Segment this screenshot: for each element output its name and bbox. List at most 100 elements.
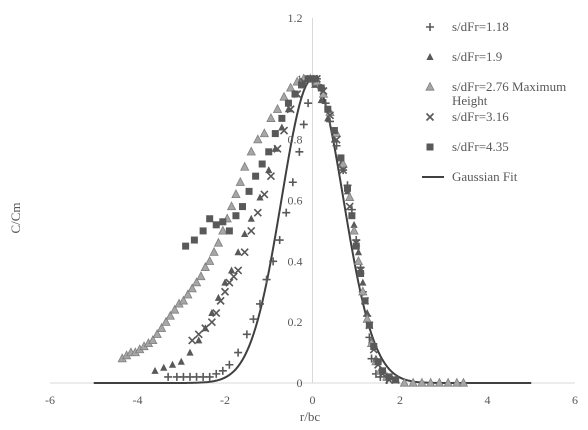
data-point (345, 192, 355, 202)
data-point (317, 96, 325, 104)
data-point (247, 226, 256, 235)
data-point (253, 134, 263, 144)
data-point (285, 82, 296, 92)
data-point (253, 208, 262, 217)
series-1 (164, 74, 391, 384)
series-3 (117, 73, 469, 387)
legend-label: s/dFr=1.9 (452, 49, 502, 64)
data-point (152, 328, 162, 338)
data-point (232, 212, 240, 220)
data-point (259, 128, 270, 138)
x-tick-label: 2 (397, 393, 403, 407)
data-point (209, 246, 219, 256)
data-point (374, 358, 382, 366)
legend: s/dFr=1.18 s/dFr=1.9 s/dFr=2.76 Maximum Hei… (422, 19, 566, 184)
data-point (218, 225, 228, 235)
data-point (178, 295, 189, 305)
y-tick-label: 0.4 (288, 254, 303, 268)
data-point (304, 75, 312, 83)
data-point (298, 81, 306, 89)
markers (117, 73, 469, 387)
data-point (201, 324, 210, 333)
data-point (352, 242, 360, 250)
data-point (187, 283, 197, 293)
x-tick-label: 4 (485, 393, 491, 407)
data-point (219, 218, 227, 226)
data-point (332, 135, 341, 144)
x-tick-label: -4 (133, 393, 143, 407)
data-point (225, 278, 234, 287)
data-point (186, 348, 194, 356)
data-point (205, 255, 215, 265)
data-point (208, 309, 216, 317)
data-point (363, 309, 371, 317)
data-point (295, 147, 304, 156)
data-point (226, 201, 237, 211)
data-point (212, 221, 220, 229)
data-point (262, 275, 271, 284)
data-point (246, 146, 256, 156)
data-point (359, 278, 367, 286)
data-point (235, 176, 245, 186)
data-point (161, 316, 171, 326)
y-tick-label: 1 (297, 72, 303, 86)
data-point (225, 227, 233, 235)
y-tick-label: 0.2 (288, 315, 303, 329)
data-point (195, 336, 203, 344)
data-point (156, 322, 167, 332)
data-point (256, 193, 264, 201)
data-point (240, 248, 249, 257)
data-point (434, 377, 445, 387)
data-point (234, 348, 243, 357)
data-point (260, 190, 269, 199)
data-point (339, 166, 348, 175)
legend-swatch (426, 53, 434, 60)
data-point (279, 126, 289, 135)
x-tick-label: 6 (572, 393, 578, 407)
data-point (165, 310, 175, 320)
data-point (278, 123, 286, 131)
data-point (212, 369, 221, 378)
data-point (417, 377, 427, 387)
data-point (357, 270, 365, 277)
data-point (278, 114, 286, 122)
data-point (229, 272, 238, 281)
x-axis-label: r/bc (300, 409, 320, 424)
data-point (275, 236, 284, 245)
data-point (252, 172, 260, 180)
data-point (212, 308, 221, 318)
data-point (218, 366, 227, 375)
data-point (271, 130, 279, 138)
data-point (242, 330, 251, 339)
data-point (220, 287, 230, 296)
data-point (311, 75, 319, 83)
x-tick-label: 0 (310, 393, 316, 407)
data-point (182, 242, 190, 250)
data-point (234, 266, 243, 275)
data-point (269, 257, 278, 266)
data-point (370, 343, 378, 350)
data-point (344, 184, 351, 192)
data-point (272, 103, 283, 113)
data-point (206, 215, 214, 223)
y-tick-label: 0 (297, 376, 303, 390)
data-point (196, 271, 206, 281)
data-point (194, 330, 203, 339)
data-point (266, 113, 276, 122)
y-axis-label: C/Cm (8, 202, 23, 233)
data-point (256, 299, 264, 308)
data-point (239, 203, 246, 211)
axes (50, 18, 575, 384)
data-point (332, 141, 341, 150)
data-point (348, 212, 356, 220)
data-point (358, 286, 368, 296)
y-tick-label: 0.6 (288, 194, 303, 208)
data-point (408, 377, 418, 387)
data-point (265, 148, 273, 156)
data-point (160, 363, 168, 371)
data-point (304, 99, 313, 108)
legend-swatch (425, 112, 435, 122)
data-point (299, 120, 308, 129)
